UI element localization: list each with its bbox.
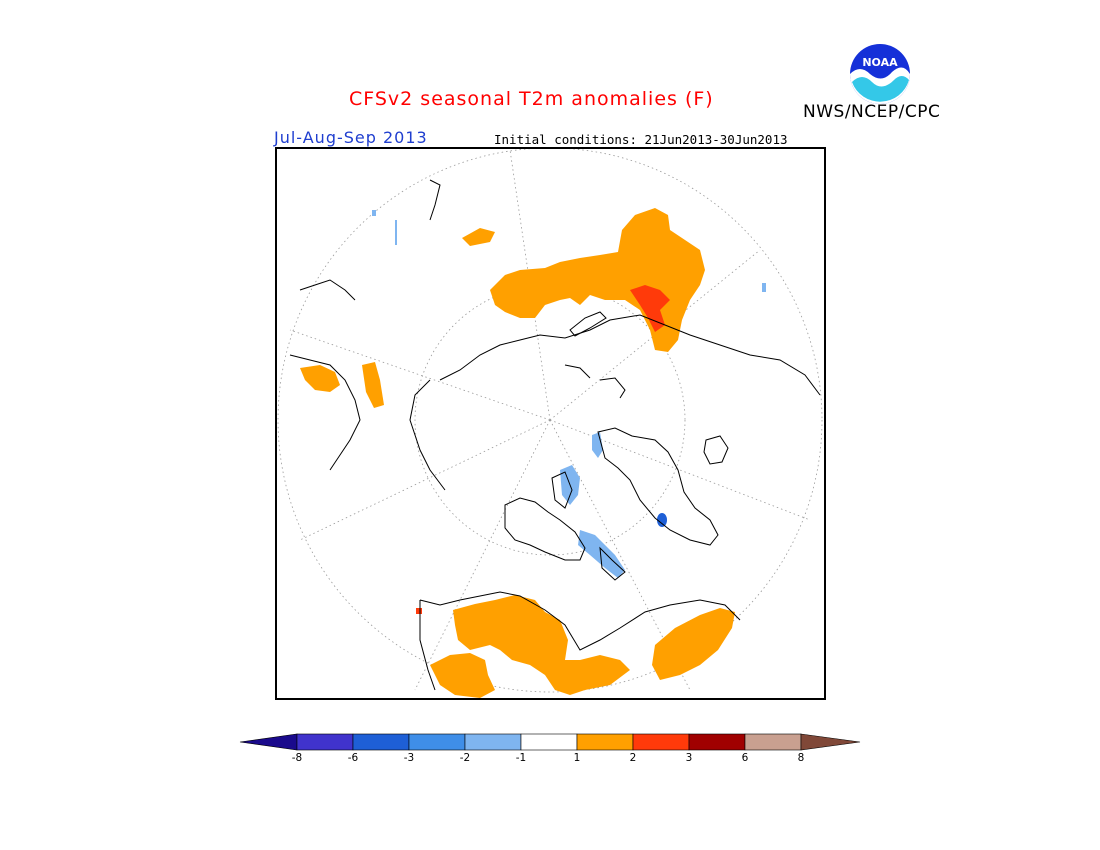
colorbar-segment-6 [576, 733, 634, 751]
colorbar [239, 733, 861, 751]
colorbar-segment-7 [632, 733, 690, 751]
colorbar-segment-5 [520, 733, 578, 751]
initial-conditions-label: Initial conditions: 21Jun2013-30Jun2013 [494, 132, 788, 147]
colorbar-segment-4 [464, 733, 522, 751]
colorbar-label: -1 [515, 752, 527, 764]
coastlines [289, 179, 821, 691]
moderate-negative-anomaly-areas [657, 513, 667, 527]
colorbar-label: 8 [797, 752, 805, 764]
season-label: Jul-Aug-Sep 2013 [274, 128, 428, 147]
colorbar-label: -3 [403, 752, 415, 764]
map-content [277, 148, 823, 698]
colorbar-segment-3 [408, 733, 466, 751]
colorbar-segment-1 [296, 733, 354, 751]
colorbar-label: -6 [347, 752, 359, 764]
map-frame [275, 147, 826, 700]
agency-label: NWS/NCEP/CPC [803, 102, 941, 122]
colorbar-arrow-left [239, 733, 298, 751]
colorbar-label: 2 [629, 752, 637, 764]
colorbar-segment-9 [744, 733, 802, 751]
positive-anomaly-areas [300, 208, 735, 698]
colorbar-segment-2 [352, 733, 410, 751]
strong-positive-anomaly-areas [416, 285, 670, 614]
colorbar-label: -2 [459, 752, 471, 764]
colorbar-label: 6 [741, 752, 749, 764]
colorbar-label: -8 [291, 752, 303, 764]
noaa-logo-text: NOAA [862, 56, 898, 69]
colorbar-label: 3 [685, 752, 693, 764]
colorbar-segment-8 [688, 733, 746, 751]
colorbar-label: 1 [573, 752, 581, 764]
noaa-logo: NOAA [850, 44, 910, 104]
colorbar-arrow-right [800, 733, 861, 751]
map-title: CFSv2 seasonal T2m anomalies (F) [349, 88, 714, 110]
